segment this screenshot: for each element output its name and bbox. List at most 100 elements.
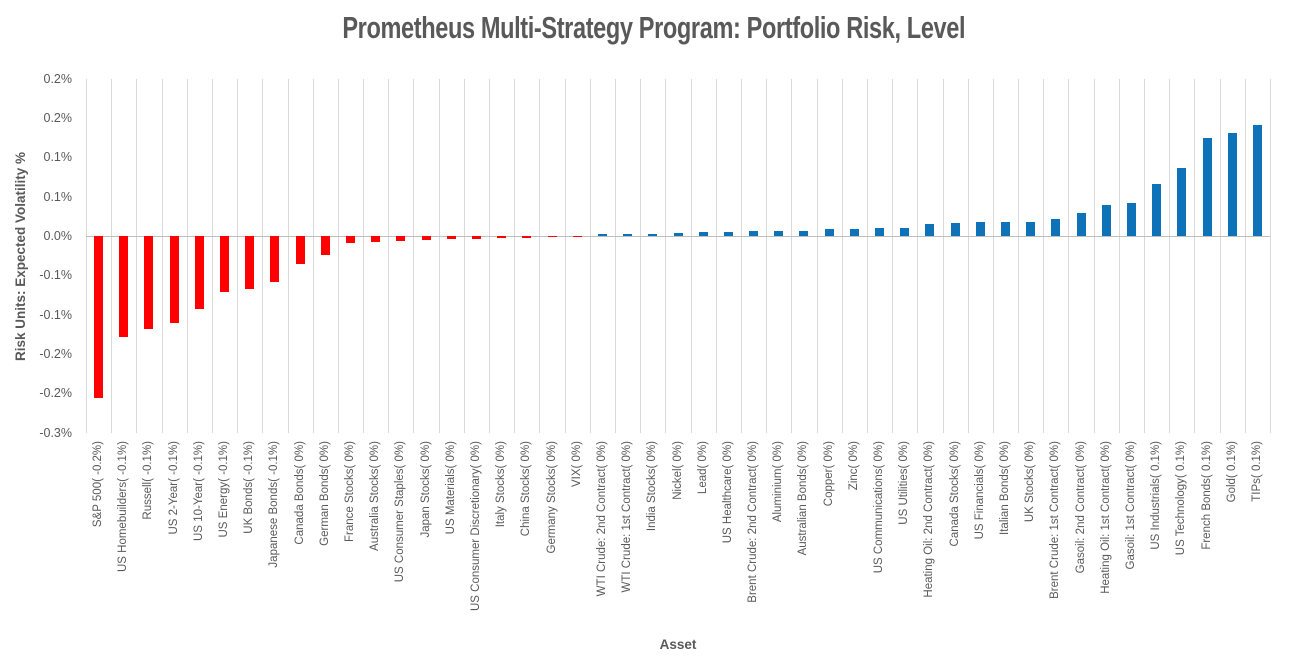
bar-negative xyxy=(346,236,355,244)
gridline xyxy=(1194,79,1196,433)
zero-axis-line xyxy=(86,236,1270,238)
x-category-label: Brent Crude: 2nd Contract( 0%) xyxy=(747,441,760,603)
gridline xyxy=(589,79,591,433)
x-category-label: Brent Crude: 1st Contract( 0%) xyxy=(1049,441,1062,599)
x-axis-title: Asset xyxy=(659,637,697,652)
gridline xyxy=(1270,79,1271,433)
bar-negative xyxy=(497,236,507,238)
bar-negative xyxy=(194,236,204,310)
x-category-label: Heating Oil: 1st Contract( 0%) xyxy=(1099,441,1112,594)
gridline xyxy=(740,79,742,433)
bar-positive xyxy=(1252,125,1262,237)
bar-positive xyxy=(1126,203,1136,237)
gridline xyxy=(211,79,213,433)
x-category-label: Canada Bonds( 0%) xyxy=(293,441,306,545)
y-tick-label: 0.1% xyxy=(43,189,73,204)
bar-negative xyxy=(320,236,330,256)
x-category-label: Australian Bonds( 0%) xyxy=(797,441,810,556)
x-category-label: Canada Stocks( 0%) xyxy=(948,441,961,547)
x-category-label: India Stocks( 0%) xyxy=(646,441,659,532)
x-category-label: Aluminium( 0%) xyxy=(772,441,785,523)
gridline xyxy=(1068,79,1070,433)
gridline xyxy=(967,79,969,433)
bar-positive xyxy=(698,232,708,237)
x-category-label: Australia Stocks( 0%) xyxy=(369,441,382,551)
x-category-label: UK Bonds( -0.1%) xyxy=(243,441,256,534)
x-category-label: US Materials( 0%) xyxy=(444,441,457,535)
gridline xyxy=(992,79,994,433)
x-category-label: US Homebuilders( -0.1%) xyxy=(117,441,130,573)
gridline xyxy=(237,79,239,433)
gridline xyxy=(438,79,440,433)
x-category-label: Copper( 0%) xyxy=(822,441,835,507)
gridline xyxy=(161,79,163,433)
gridline xyxy=(136,79,138,433)
y-tick-label: -0.1% xyxy=(39,268,72,283)
gridline xyxy=(640,79,642,433)
bar-positive xyxy=(723,231,733,237)
gridline xyxy=(564,79,566,433)
gridline xyxy=(312,79,314,433)
y-tick-label: -0.3% xyxy=(39,425,72,440)
bar-positive xyxy=(799,230,809,237)
gridline xyxy=(388,79,390,433)
bar-positive xyxy=(597,234,607,237)
bar-positive xyxy=(623,234,633,237)
bar-positive xyxy=(673,232,683,237)
bar-positive xyxy=(749,231,759,237)
x-category-label: US Energy( -0.1%) xyxy=(218,441,231,538)
gridline xyxy=(816,79,818,433)
gridline xyxy=(287,79,289,433)
gridline xyxy=(111,79,113,433)
x-category-label: Russell( -0.1%) xyxy=(142,441,155,520)
bar-positive xyxy=(925,224,935,237)
bar-positive xyxy=(1076,213,1086,237)
gridline xyxy=(615,79,617,433)
x-category-label: US Healthcare( 0%) xyxy=(721,441,734,544)
bar-negative xyxy=(144,236,154,330)
y-axis-title: Risk Units: Expected Volatility % xyxy=(13,151,28,361)
bar-negative xyxy=(245,236,255,290)
y-tick-label: 0.2% xyxy=(43,71,73,86)
gridline xyxy=(690,79,692,433)
gridline xyxy=(1118,79,1120,433)
x-category-label: Gold( 0.1%) xyxy=(1225,441,1238,503)
x-category-label: Lead( 0%) xyxy=(696,441,709,495)
bar-negative xyxy=(446,236,456,240)
bar-positive xyxy=(900,228,910,237)
y-tick-label: 0.1% xyxy=(43,150,73,165)
bar-negative xyxy=(295,236,305,264)
gridline xyxy=(841,79,843,433)
gridline xyxy=(514,79,516,433)
bar-positive xyxy=(875,228,885,237)
gridline xyxy=(942,79,944,433)
y-tick-label: 0.2% xyxy=(43,110,73,125)
gridline xyxy=(665,79,667,433)
bar-positive xyxy=(648,233,658,237)
gridline xyxy=(413,79,415,433)
x-category-label: France Stocks( 0%) xyxy=(344,441,356,542)
bar-positive xyxy=(1026,221,1036,237)
gridline xyxy=(539,79,541,433)
gridline xyxy=(892,79,894,433)
x-category-label: China Stocks( 0%) xyxy=(520,441,533,537)
x-category-label: Japan Stocks( 0%) xyxy=(419,441,432,538)
bar-positive xyxy=(950,223,960,237)
x-category-label: US Financials( 0%) xyxy=(973,441,986,540)
y-tick-label: -0.2% xyxy=(39,346,72,361)
gridline xyxy=(1169,79,1171,433)
x-category-label: US Communications( 0%) xyxy=(873,441,886,574)
x-category-label: WTI Crude: 2nd Contract( 0%) xyxy=(595,441,608,597)
bar-negative xyxy=(471,236,481,239)
gridline xyxy=(186,79,188,433)
x-category-label: US Consumer Staples( 0%) xyxy=(394,441,407,583)
y-tick-label: -0.2% xyxy=(39,386,72,401)
x-category-label: German Bonds( 0%) xyxy=(318,441,331,546)
x-category-label: Zinc( 0%) xyxy=(847,441,860,491)
x-category-label: US Utilities( 0%) xyxy=(898,441,911,525)
bar-positive xyxy=(1177,168,1187,237)
gridline xyxy=(262,79,264,433)
bar-positive xyxy=(849,228,859,237)
bar-positive xyxy=(1051,219,1061,237)
x-category-label: Gasoil: 1st Contract( 0%) xyxy=(1124,441,1137,570)
